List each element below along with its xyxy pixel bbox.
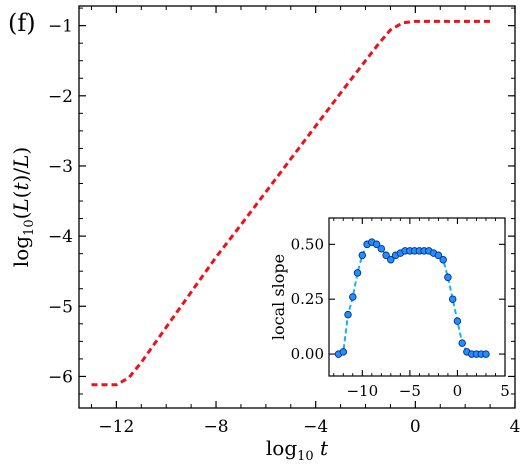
inset-data-point	[448, 295, 457, 303]
main-x-tick-label: 0	[410, 417, 421, 437]
inset-x-tick-label: 0	[453, 382, 463, 400]
main-x-tick-label: −8	[203, 417, 228, 437]
main-y-axis-label: log10(L(t)/L)	[9, 147, 37, 267]
inset-data-point	[344, 310, 352, 319]
inset-data-point	[439, 255, 447, 264]
inset-y-tick-label: 0.00	[291, 345, 324, 363]
inset-data-point	[377, 244, 386, 253]
main-y-tick-label: −4	[48, 227, 73, 247]
inset-data-point	[444, 273, 452, 282]
main-y-tick-label: −5	[48, 297, 73, 317]
main-y-tick-label: −3	[48, 157, 73, 177]
inset-data-point	[372, 240, 381, 249]
main-x-tick-label: 4	[510, 417, 521, 437]
inset-y-tick-label: 0.25	[291, 290, 324, 308]
inset-data-point	[458, 339, 466, 347]
inset-plot-frame	[328, 217, 506, 377]
inset-data-point	[353, 269, 362, 277]
inset-data-point	[387, 255, 395, 264]
inset-data-point	[349, 293, 357, 301]
main-x-tick-label: −12	[98, 417, 134, 437]
inset-data-point	[382, 251, 390, 260]
inset-data-point	[434, 251, 443, 260]
inset-data-point	[339, 348, 348, 356]
main-series-line	[91, 19, 491, 387]
inset-x-tick-label: −5	[399, 382, 421, 400]
inset-x-tick-label: −10	[346, 382, 378, 400]
main-ticks: −12 −8 −4 0 4 −1 −2 −3 −4 −5 −6	[48, 6, 520, 437]
main-y-tick-label: −1	[48, 17, 73, 37]
inset-ticks: −10 −5 0 5 0.00 0.25 0.50	[291, 218, 510, 400]
inset-y-axis-label: local slope	[269, 254, 288, 340]
main-y-tick-label: −6	[48, 367, 73, 387]
inset-data-point	[453, 317, 462, 325]
main-x-axis-label: log10 t	[266, 436, 329, 464]
inset-y-tick-label: 0.50	[291, 235, 324, 253]
inset-x-tick-label: 5	[500, 382, 510, 400]
inset-plot: −10 −5 0 5 0.00 0.25 0.50 local slope	[269, 217, 510, 400]
inset-data-point	[482, 350, 490, 358]
inset-data-point	[358, 251, 367, 260]
panel-label: (f)	[8, 9, 36, 37]
main-plot-frame	[78, 5, 516, 409]
main-x-tick-label: −4	[303, 417, 328, 437]
inset-series-markers	[334, 238, 490, 358]
main-y-tick-label: −2	[48, 87, 73, 107]
